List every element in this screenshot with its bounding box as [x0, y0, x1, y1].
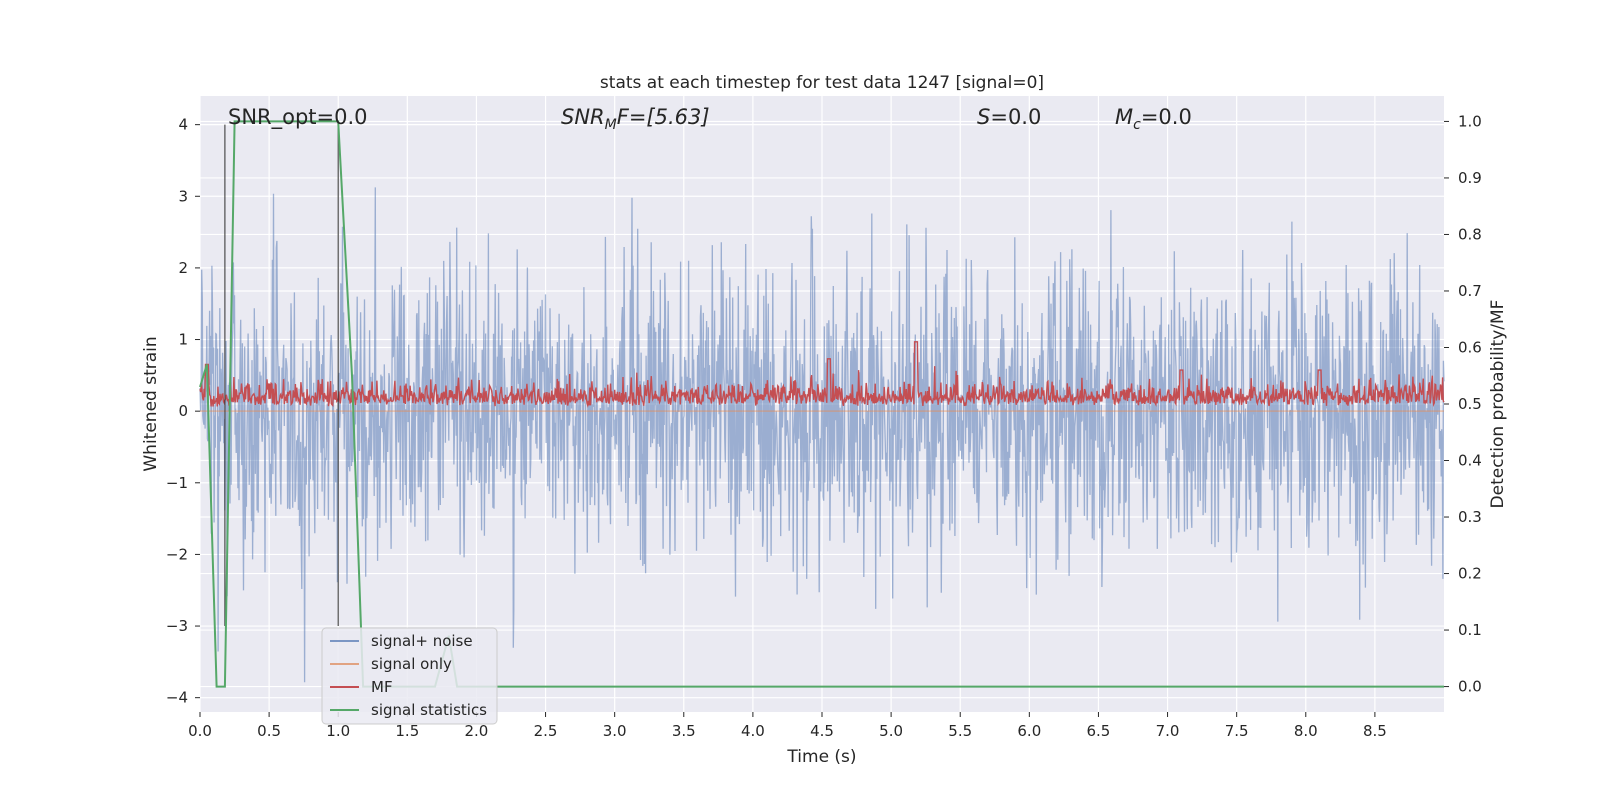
legend-label-signal-noise: signal+ noise: [371, 632, 473, 650]
y-axis-label-left: Whitened strain: [141, 336, 161, 471]
y-left-tick-label-2: 2: [178, 259, 188, 277]
x-tick-label-15: 7.5: [1225, 722, 1249, 740]
y-left-tick-label-4: 0: [178, 402, 188, 420]
y-left-tick-label-1: 3: [178, 187, 188, 205]
x-tick-label-11: 5.5: [948, 722, 972, 740]
x-axis-label: Time (s): [786, 747, 856, 767]
x-tick-label-14: 7.0: [1156, 722, 1180, 740]
x-tick-label-16: 8.0: [1294, 722, 1318, 740]
y-right-tick-label-0: 1.0: [1458, 112, 1482, 130]
x-tick-label-4: 2.0: [465, 722, 489, 740]
legend: signal+ noise signal only MF signal stat…: [321, 627, 498, 725]
x-tick-label-13: 6.5: [1087, 722, 1111, 740]
annotation-mc-main: M: [1115, 105, 1133, 129]
y-right-tick-label-1: 0.9: [1458, 169, 1482, 187]
series-signal-noise: [199, 187, 1445, 683]
annotation-snr-mf-main: SNR: [561, 105, 605, 129]
x-tick-label-12: 6.0: [1017, 722, 1041, 740]
annotation-mc: Mc=0.0: [1115, 105, 1192, 133]
y-right-tick-label-3: 0.7: [1458, 282, 1482, 300]
annotation-s-main: S: [977, 105, 990, 129]
y-right-tick-label-4: 0.6: [1458, 338, 1482, 356]
annotation-snr-mf-rest: F=[5.63]: [617, 105, 710, 129]
y-right-tick-label-5: 0.5: [1458, 395, 1482, 413]
x-tick-label-3: 1.5: [395, 722, 419, 740]
y-right-tick-label-2: 0.8: [1458, 225, 1482, 243]
annotation-snr-mf-sub: M: [605, 117, 617, 133]
x-tick-label-9: 4.5: [810, 722, 834, 740]
legend-label-signal-statistics: signal statistics: [371, 701, 487, 719]
y-right-tick-label-8: 0.2: [1458, 565, 1482, 583]
annotation-mc-sub: c: [1133, 117, 1141, 133]
y-right-tick-label-9: 0.1: [1458, 621, 1482, 639]
annotation-mc-rest: =0.0: [1141, 105, 1192, 129]
y-right-tick-label-6: 0.4: [1458, 452, 1482, 470]
annotation-snr-mf: SNRMF=[5.63]: [561, 105, 710, 133]
x-tick-label-10: 5.0: [879, 722, 903, 740]
y-left-tick-label-7: −3: [166, 617, 188, 635]
x-tick-label-0: 0.0: [188, 722, 212, 740]
legend-box: [321, 627, 498, 725]
series-mf: [199, 341, 1445, 408]
y-right-tick-label-7: 0.3: [1458, 508, 1482, 526]
chart-title: stats at each timestep for test data 124…: [600, 73, 1044, 93]
y-left-tick-label-3: 1: [178, 331, 188, 349]
x-tick-label-8: 4.0: [741, 722, 765, 740]
y-right-tick-label-10: 0.0: [1458, 678, 1482, 696]
x-tick-label-7: 3.5: [672, 722, 696, 740]
x-tick-label-2: 1.0: [326, 722, 350, 740]
annotation-s-rest: =0.0: [990, 105, 1041, 129]
x-tick-label-6: 3.0: [603, 722, 627, 740]
annotation-snr-opt: SNR_opt=0.0: [228, 105, 368, 130]
y-left-tick-label-6: −2: [166, 545, 188, 563]
x-tick-label-17: 8.5: [1363, 722, 1387, 740]
annotation-s: S=0.0: [977, 105, 1041, 129]
y-left-tick-label-0: 4: [178, 116, 188, 134]
x-tick-label-1: 0.5: [257, 722, 281, 740]
y-left-tick-label-8: −4: [166, 689, 188, 707]
ticks: 0.0 0.5 1.0 1.5 2.0 2.5 3.0 3.5 4.0 4.5 5.0 5.5 6.0 6…: [166, 112, 1482, 740]
legend-label-mf: MF: [371, 678, 393, 696]
y-axis-label-right: Detection probability/MF: [1488, 300, 1508, 509]
y-left-tick-label-5: −1: [166, 474, 188, 492]
legend-label-signal-only: signal only: [371, 655, 452, 673]
x-tick-label-5: 2.5: [534, 722, 558, 740]
